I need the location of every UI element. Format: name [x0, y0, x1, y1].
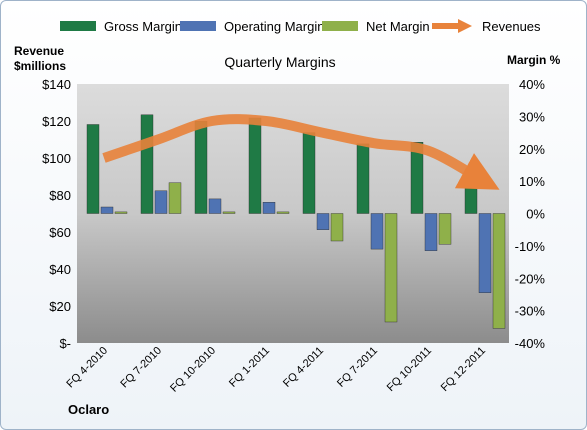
right-axis-ticks: -40% -30% -20% -10% 0% 10% 20% 30% 40% — [515, 77, 546, 351]
bar-net-margin-4 — [330, 213, 344, 242]
bar-operating-margin-0 — [100, 206, 114, 214]
bar-operating-margin-1 — [154, 190, 168, 214]
left-tick-label: $20 — [49, 299, 71, 314]
bar-operating-margin-2 — [208, 198, 222, 214]
bar-gross-margin-3 — [248, 117, 262, 214]
legend-item-gross-margin: Gross Margin — [60, 14, 182, 38]
legend-label-operating-margin: Operating Margin — [224, 18, 325, 34]
left-tick-label: $140 — [42, 77, 71, 92]
legend-item-operating-margin: Operating Margin — [180, 14, 324, 38]
left-tick-label: $- — [59, 336, 71, 351]
bar-gross-margin-0 — [86, 124, 100, 214]
bar-net-margin-5 — [384, 213, 398, 323]
bar-gross-margin-5 — [356, 143, 370, 214]
category-label: FQ 1-2011 — [227, 345, 272, 390]
right-tick-label: -10% — [515, 239, 546, 254]
operating-margin-swatch — [180, 21, 216, 31]
bar-gross-margin-4 — [302, 132, 316, 214]
bar-net-margin-0 — [114, 211, 128, 214]
bar-net-margin-3 — [276, 211, 290, 214]
bar-net-margin-7 — [492, 213, 506, 329]
bar-net-margin-2 — [222, 211, 236, 214]
left-axis-ticks: $- $20 $40 $60 $80 $100 $120 $140 — [42, 77, 71, 351]
bar-operating-margin-5 — [370, 213, 384, 250]
net-margin-swatch — [322, 21, 358, 31]
legend-item-net-margin: Net Margin — [322, 14, 430, 38]
right-tick-label: 40% — [519, 77, 545, 92]
right-axis-title: Margin % — [507, 53, 561, 67]
right-tick-label: -40% — [515, 336, 546, 351]
revenues-arrow-icon — [432, 19, 472, 33]
left-tick-label: $60 — [49, 225, 71, 240]
revenue-line-group — [102, 114, 500, 190]
bar-net-margin-6 — [438, 213, 452, 245]
legend-label-revenues: Revenues — [482, 18, 541, 34]
bar-operating-margin-4 — [316, 213, 330, 230]
bar-operating-margin-3 — [262, 201, 276, 214]
left-axis-title: Revenue $millions — [14, 44, 67, 73]
left-tick-label: $40 — [49, 262, 71, 277]
left-tick-label: $80 — [49, 188, 71, 203]
legend: Gross Margin Operating Margin Net Margin… — [60, 14, 580, 38]
right-tick-label: 30% — [519, 109, 545, 124]
legend-label-net-margin: Net Margin — [366, 18, 430, 34]
right-tick-label: 10% — [519, 174, 545, 189]
category-label: FQ 4-2010 — [64, 345, 110, 391]
bar-operating-margin-7 — [478, 213, 492, 294]
bar-gross-margin-1 — [140, 114, 154, 214]
category-label: FQ 7-2011 — [335, 345, 380, 390]
category-label: FQ 12-2011 — [439, 345, 488, 394]
category-label: FQ 10-2010 — [168, 345, 218, 395]
revenue-line — [102, 114, 500, 190]
left-tick-label: $100 — [42, 151, 71, 166]
category-ticks: FQ 4-2010 FQ 7-2010 FQ 10-2010 FQ 1-2011 FQ … — [64, 345, 488, 395]
bar-net-margin-1 — [168, 182, 182, 214]
company-label: Oclaro — [68, 402, 110, 417]
category-label: FQ 10-2011 — [385, 345, 434, 394]
left-tick-label: $120 — [42, 114, 71, 129]
bar-operating-margin-6 — [424, 213, 438, 251]
legend-label-gross-margin: Gross Margin — [104, 18, 183, 34]
right-tick-label: -20% — [515, 271, 546, 286]
right-tick-label: 20% — [519, 142, 545, 157]
right-tick-label: 0% — [526, 207, 545, 222]
bar-gross-margin-6 — [410, 142, 424, 214]
bar-gross-margin-2 — [194, 120, 208, 214]
legend-item-revenues: Revenues — [430, 14, 541, 38]
right-tick-label: -30% — [515, 304, 546, 319]
category-label: FQ 7-2010 — [118, 345, 164, 391]
category-label: FQ 4-2011 — [281, 345, 326, 390]
gross-margin-swatch — [60, 21, 96, 31]
chart-title: Quarterly Margins — [224, 54, 336, 70]
